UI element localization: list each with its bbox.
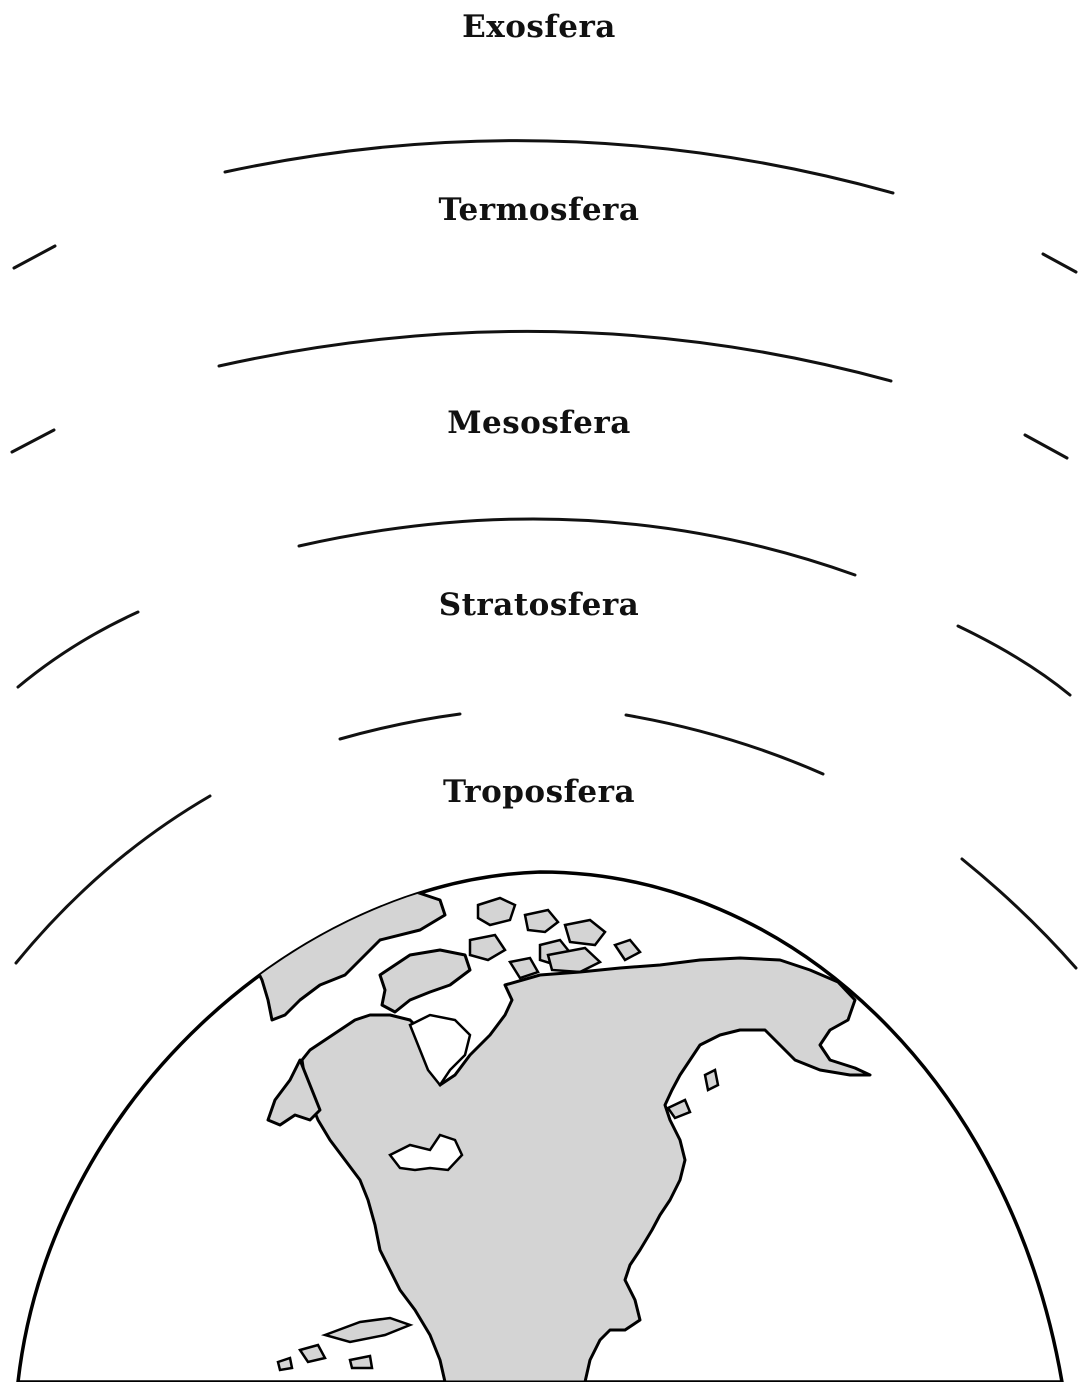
arctic-island-7 [546, 946, 603, 974]
label-thermosphere: Termosfera [438, 192, 640, 228]
caribbean-island-3 [276, 1356, 294, 1372]
boundary-termo-meso [10, 329, 1069, 460]
caribbean-island-1 [298, 1343, 327, 1364]
great-lakes [388, 1133, 464, 1172]
baffin-island [378, 948, 472, 1014]
arctic-island-6 [507, 956, 540, 980]
boundary-strato-tropo [14, 712, 1078, 970]
label-mesosphere: Mesosfera [447, 405, 631, 441]
cuba-island [320, 1316, 414, 1344]
label-exosphere: Exosfera [462, 9, 616, 45]
north-america-mainland [300, 956, 872, 1382]
arctic-island-3 [563, 918, 607, 947]
boundary-meso-strato [16, 517, 1072, 697]
caribbean-island-2 [348, 1354, 374, 1370]
label-stratosphere: Stratosfera [438, 587, 640, 623]
arctic-island-8 [613, 938, 642, 962]
arctic-island-2 [523, 908, 560, 934]
alaska-landmass [266, 1058, 322, 1127]
arctic-island-5 [468, 933, 507, 962]
hudson-bay [408, 1013, 472, 1088]
arctic-island-1 [476, 896, 517, 927]
label-troposphere: Troposfera [442, 774, 636, 810]
continents [250, 888, 872, 1382]
newfoundland-island [703, 1068, 720, 1092]
earth-globe [16, 870, 1065, 1384]
nova-scotia-island [666, 1098, 692, 1120]
boundary-exo-termo [12, 139, 1078, 274]
